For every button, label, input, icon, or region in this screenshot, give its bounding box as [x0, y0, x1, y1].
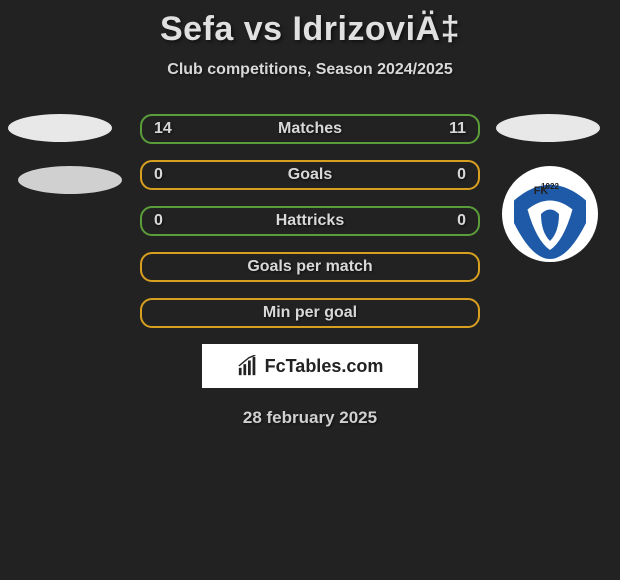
brand-text: FcTables.com	[265, 356, 384, 377]
date-text: 28 february 2025	[0, 408, 620, 428]
stat-value-right: 0	[438, 212, 466, 230]
stat-value-right: 0	[438, 166, 466, 184]
stat-value-left: 14	[154, 120, 182, 138]
page-title: Sefa vs IdrizoviÄ‡	[0, 0, 620, 49]
subtitle: Club competitions, Season 2024/2025	[0, 61, 620, 79]
player2-club-logo: FK 1922	[502, 166, 598, 262]
player2-badge-top	[496, 114, 600, 142]
stat-row-goals-per-match: Goals per match	[140, 252, 480, 282]
stat-label: Goals per match	[247, 258, 372, 276]
stat-label: Goals	[288, 166, 332, 184]
player1-badge-top	[8, 114, 112, 142]
player1-badge-bottom	[18, 166, 122, 194]
stat-row-goals: 0 Goals 0	[140, 160, 480, 190]
stat-row-min-per-goal: Min per goal	[140, 298, 480, 328]
comparison-content: FK 1922 14 Matches 11 0 Goals 0 0 Hattri…	[0, 114, 620, 428]
chart-icon	[237, 355, 259, 377]
club-logo-svg: FK 1922	[505, 169, 595, 259]
stat-value-right: 11	[438, 120, 466, 138]
stat-value-left: 0	[154, 212, 182, 230]
stat-row-hattricks: 0 Hattricks 0	[140, 206, 480, 236]
stat-rows: 14 Matches 11 0 Goals 0 0 Hattricks 0 Go…	[140, 114, 480, 328]
stat-row-matches: 14 Matches 11	[140, 114, 480, 144]
stat-label: Hattricks	[276, 212, 344, 230]
stat-label: Matches	[278, 120, 342, 138]
stat-value-left: 0	[154, 166, 182, 184]
brand-box: FcTables.com	[202, 344, 418, 388]
club-logo-year: 1922	[541, 182, 559, 191]
stat-label: Min per goal	[263, 304, 357, 322]
